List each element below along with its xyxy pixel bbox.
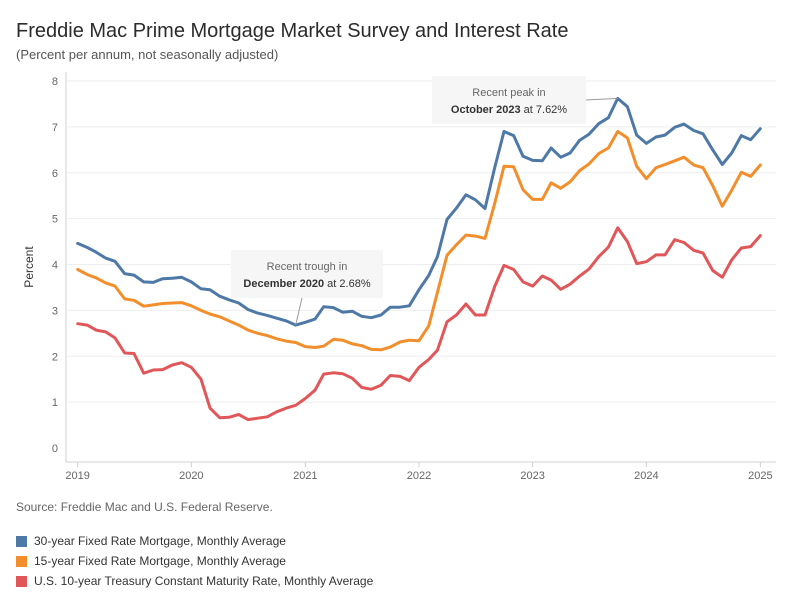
annotation-date: December 2020 — [243, 278, 324, 290]
annotation-value: at 2.68% — [324, 278, 371, 290]
legend-swatch-30yr — [16, 535, 27, 547]
legend-item: U.S. 10-year Treasury Constant Maturity … — [16, 571, 373, 591]
x-tick-label: 2025 — [748, 470, 772, 482]
x-tick-label: 2019 — [65, 470, 89, 482]
y-tick-label: 2 — [52, 351, 58, 363]
x-tick-label: 2020 — [179, 470, 203, 482]
x-tick-label: 2022 — [407, 470, 431, 482]
annotation-line2: October 2023 at 7.62% — [451, 104, 567, 116]
x-tick-label: 2023 — [520, 470, 544, 482]
source-note: Source: Freddie Mac and U.S. Federal Res… — [16, 500, 273, 514]
y-tick-label: 5 — [52, 214, 58, 226]
annotation-date: October 2023 — [451, 104, 521, 116]
legend-label-15yr: 15-year Fixed Rate Mortgage, Monthly Ave… — [34, 554, 286, 568]
line-chart: 0 1 2 3 4 5 6 7 8 2019 2020 2021 2022 2023 2024 2025 Per… — [22, 72, 776, 482]
y-axis-title: Percent — [22, 246, 36, 288]
y-tick-label: 7 — [52, 122, 58, 134]
annotation-leader — [585, 97, 618, 101]
annotation-box — [432, 76, 586, 124]
annotation-box — [231, 250, 383, 298]
series-line-10yr-treasury — [76, 226, 762, 422]
y-tick-label: 1 — [52, 397, 58, 409]
chart-title: Freddie Mac Prime Mortgage Market Survey… — [16, 20, 569, 42]
y-tick-label: 0 — [52, 443, 58, 455]
x-tick-label: 2024 — [634, 470, 658, 482]
y-tick-label: 3 — [52, 305, 58, 317]
chart-subtitle: (Percent per annum, not seasonally adjus… — [16, 47, 279, 62]
y-tick-label: 4 — [52, 260, 58, 272]
annotation-line1: Recent peak in — [472, 87, 545, 99]
series-line-30yr — [76, 96, 762, 327]
legend: 30-year Fixed Rate Mortgage, Monthly Ave… — [16, 531, 373, 591]
annotation-value: at 7.62% — [521, 104, 568, 116]
legend-item: 15-year Fixed Rate Mortgage, Monthly Ave… — [16, 551, 373, 571]
x-tick-label: 2021 — [293, 470, 317, 482]
legend-item: 30-year Fixed Rate Mortgage, Monthly Ave… — [16, 531, 373, 551]
legend-swatch-15yr — [16, 555, 27, 567]
series-line-15yr — [76, 130, 762, 352]
annotation-leader — [295, 297, 303, 326]
annotation-line1: Recent trough in — [267, 261, 348, 273]
legend-label-10yr-treasury: U.S. 10-year Treasury Constant Maturity … — [34, 574, 374, 588]
legend-swatch-10yr-treasury — [16, 575, 27, 587]
y-tick-label: 8 — [52, 76, 58, 88]
legend-label-30yr: 30-year Fixed Rate Mortgage, Monthly Ave… — [34, 534, 286, 548]
annotation-line2: December 2020 at 2.68% — [243, 278, 370, 290]
y-tick-label: 6 — [52, 168, 58, 180]
